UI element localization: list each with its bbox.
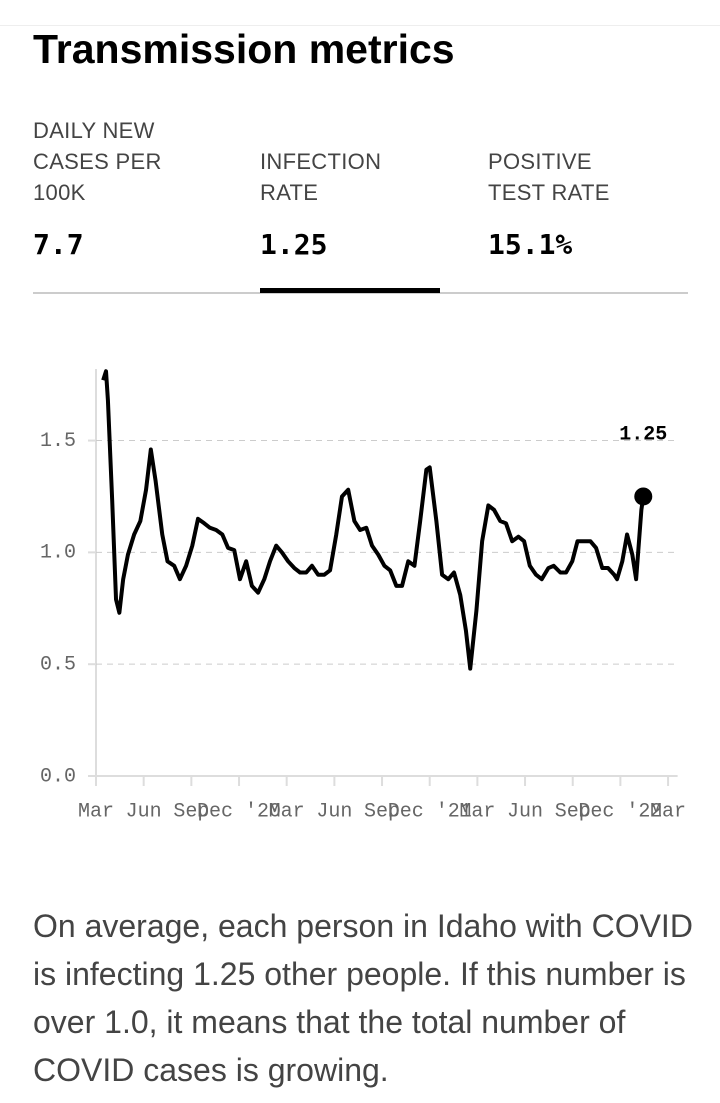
title: Transmission metrics bbox=[33, 26, 455, 72]
active-indicator bbox=[260, 288, 440, 293]
x-tick-label: Sep bbox=[364, 800, 400, 823]
x-tick-label: Jun bbox=[507, 800, 543, 823]
tab-value: 7.7 bbox=[33, 228, 84, 261]
x-tick-label: Mar bbox=[269, 800, 305, 823]
x-tick-label: Mar bbox=[650, 800, 686, 823]
x-tick-label: Jun bbox=[126, 800, 162, 823]
x-tick-label: Dec '22 bbox=[578, 800, 662, 823]
end-dot bbox=[634, 487, 653, 506]
y-tick-label: 0.0 bbox=[40, 765, 76, 788]
x-tick-label: Mar bbox=[459, 800, 495, 823]
y-tick-label: 1.5 bbox=[40, 430, 76, 453]
description: On average, each person in Idaho with CO… bbox=[33, 908, 693, 1088]
tab-value: 15.1% bbox=[488, 228, 573, 261]
x-tick-label: Jun bbox=[316, 800, 352, 823]
y-tick-label: 1.0 bbox=[40, 542, 76, 565]
tab[interactable]: DAILY NEW CASES PER 100K 7.7 bbox=[33, 116, 213, 290]
y-tick-label: 0.5 bbox=[40, 653, 76, 676]
metric-tabs: DAILY NEW CASES PER 100K 7.7 INFECTION RA… bbox=[33, 116, 688, 294]
tab[interactable]: POSITIVE TEST RATE 15.1% bbox=[488, 116, 668, 290]
end-label: 1.25 bbox=[619, 424, 667, 447]
x-tick-label: Mar bbox=[78, 800, 114, 823]
tab[interactable]: INFECTION RATE 1.25 bbox=[260, 116, 440, 293]
x-tick-label: Dec '20 bbox=[197, 800, 281, 823]
top-divider bbox=[0, 25, 720, 26]
tab-value: 1.25 bbox=[260, 228, 328, 261]
x-tick-label: Sep bbox=[555, 800, 591, 823]
tab-label: DAILY NEW CASES PER 100K bbox=[33, 118, 162, 205]
x-tick-label: Sep bbox=[173, 800, 209, 823]
line bbox=[101, 369, 646, 671]
x-tick-label: Dec '21 bbox=[388, 800, 472, 823]
tab-label: POSITIVE TEST RATE bbox=[488, 149, 610, 205]
tab-label: INFECTION RATE bbox=[260, 149, 382, 205]
